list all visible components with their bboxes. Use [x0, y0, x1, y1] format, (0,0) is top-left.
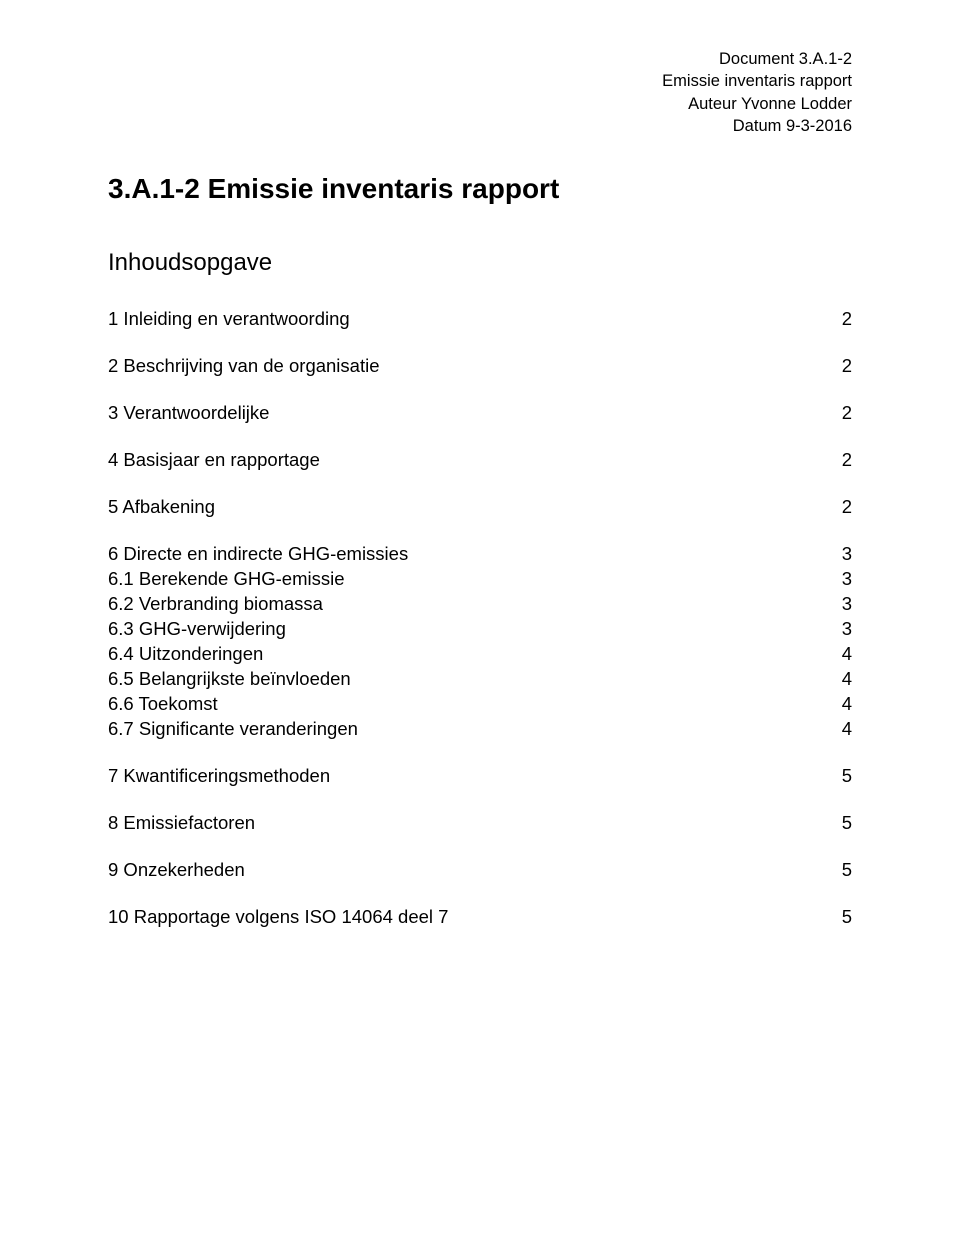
toc-label: 2 Beschrijving van de organisatie — [108, 354, 822, 379]
toc-page: 5 — [822, 764, 852, 789]
doc-id: Document 3.A.1-2 — [108, 48, 852, 70]
toc-title: Inhoudsopgave — [108, 249, 852, 277]
toc-label: 6.4 Uitzonderingen — [108, 642, 822, 667]
toc-label: 10 Rapportage volgens ISO 14064 deel 7 — [108, 905, 822, 930]
page-title: 3.A.1-2 Emissie inventaris rapport — [108, 173, 852, 205]
toc-group: 7 Kwantificeringsmethoden5 — [108, 764, 852, 789]
toc-row: 8 Emissiefactoren5 — [108, 811, 852, 836]
toc-label: 6.2 Verbranding biomassa — [108, 592, 822, 617]
toc-page: 3 — [822, 592, 852, 617]
toc-page: 2 — [822, 307, 852, 332]
toc-row: 6.7 Significante veranderingen4 — [108, 717, 852, 742]
toc-label: 6.6 Toekomst — [108, 692, 822, 717]
toc-group: 3 Verantwoordelijke2 — [108, 401, 852, 426]
toc-row: 1 Inleiding en verantwoording2 — [108, 307, 852, 332]
toc-page: 2 — [822, 354, 852, 379]
toc-label: 6 Directe en indirecte GHG-emissies — [108, 542, 822, 567]
doc-type: Emissie inventaris rapport — [108, 70, 852, 92]
toc-page: 4 — [822, 692, 852, 717]
toc-row: 10 Rapportage volgens ISO 14064 deel 75 — [108, 905, 852, 930]
toc-page: 3 — [822, 617, 852, 642]
toc-page: 5 — [822, 811, 852, 836]
toc-row: 2 Beschrijving van de organisatie2 — [108, 354, 852, 379]
doc-author: Auteur Yvonne Lodder — [108, 93, 852, 115]
toc-row: 6.6 Toekomst4 — [108, 692, 852, 717]
toc-page: 4 — [822, 717, 852, 742]
toc-label: 4 Basisjaar en rapportage — [108, 448, 822, 473]
toc-page: 2 — [822, 495, 852, 520]
toc-row: 6.5 Belangrijkste beïnvloeden4 — [108, 667, 852, 692]
toc-row: 5 Afbakening2 — [108, 495, 852, 520]
toc-page: 2 — [822, 401, 852, 426]
toc-group: 8 Emissiefactoren5 — [108, 811, 852, 836]
toc-group: 2 Beschrijving van de organisatie2 — [108, 354, 852, 379]
toc-label: 3 Verantwoordelijke — [108, 401, 822, 426]
toc-label: 6.1 Berekende GHG-emissie — [108, 567, 822, 592]
toc-row: 6.1 Berekende GHG-emissie3 — [108, 567, 852, 592]
toc-label: 8 Emissiefactoren — [108, 811, 822, 836]
page: Document 3.A.1-2 Emissie inventaris rapp… — [0, 0, 960, 1260]
toc-row: 6.2 Verbranding biomassa3 — [108, 592, 852, 617]
toc-row: 7 Kwantificeringsmethoden5 — [108, 764, 852, 789]
toc-label: 9 Onzekerheden — [108, 858, 822, 883]
toc-page: 2 — [822, 448, 852, 473]
document-header: Document 3.A.1-2 Emissie inventaris rapp… — [108, 48, 852, 137]
toc-page: 4 — [822, 667, 852, 692]
toc-page: 3 — [822, 542, 852, 567]
toc-row: 6.3 GHG-verwijdering3 — [108, 617, 852, 642]
toc-label: 5 Afbakening — [108, 495, 822, 520]
toc-group: 6 Directe en indirecte GHG-emissies36.1 … — [108, 542, 852, 742]
toc-page: 5 — [822, 905, 852, 930]
toc-group: 4 Basisjaar en rapportage2 — [108, 448, 852, 473]
toc-row: 9 Onzekerheden5 — [108, 858, 852, 883]
toc-group: 9 Onzekerheden5 — [108, 858, 852, 883]
toc: 1 Inleiding en verantwoording22 Beschrij… — [108, 307, 852, 929]
toc-row: 4 Basisjaar en rapportage2 — [108, 448, 852, 473]
toc-page: 4 — [822, 642, 852, 667]
toc-row: 3 Verantwoordelijke2 — [108, 401, 852, 426]
toc-label: 6.5 Belangrijkste beïnvloeden — [108, 667, 822, 692]
toc-row: 6.4 Uitzonderingen4 — [108, 642, 852, 667]
toc-label: 6.3 GHG-verwijdering — [108, 617, 822, 642]
doc-date: Datum 9-3-2016 — [108, 115, 852, 137]
toc-page: 3 — [822, 567, 852, 592]
toc-group: 10 Rapportage volgens ISO 14064 deel 75 — [108, 905, 852, 930]
toc-page: 5 — [822, 858, 852, 883]
toc-group: 1 Inleiding en verantwoording2 — [108, 307, 852, 332]
toc-label: 1 Inleiding en verantwoording — [108, 307, 822, 332]
toc-group: 5 Afbakening2 — [108, 495, 852, 520]
toc-row: 6 Directe en indirecte GHG-emissies3 — [108, 542, 852, 567]
toc-label: 6.7 Significante veranderingen — [108, 717, 822, 742]
toc-label: 7 Kwantificeringsmethoden — [108, 764, 822, 789]
